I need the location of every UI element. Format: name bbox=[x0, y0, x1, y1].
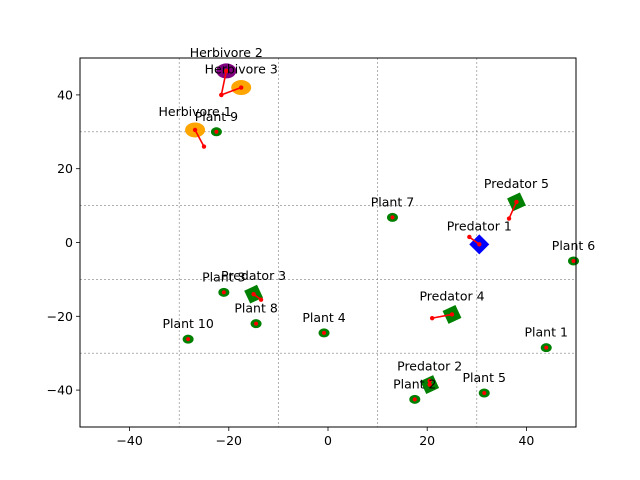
predator-3-marker bbox=[244, 284, 264, 304]
plant-7-label: Plant 7 bbox=[371, 194, 414, 209]
plant-center bbox=[221, 290, 226, 295]
plant-8-marker bbox=[250, 319, 262, 329]
plot-background bbox=[80, 58, 576, 427]
predator-1-marker bbox=[467, 234, 490, 255]
direction-end bbox=[506, 216, 512, 221]
direction-line bbox=[508, 201, 518, 219]
plant-4-marker bbox=[318, 328, 330, 338]
plant-10-marker bbox=[182, 334, 194, 344]
predator-5-marker bbox=[506, 192, 526, 221]
direction-end bbox=[201, 144, 207, 149]
direction-start bbox=[514, 199, 519, 205]
direction-line bbox=[194, 129, 205, 147]
x-tick-label: −40 bbox=[116, 433, 142, 448]
predator-4-marker bbox=[429, 305, 462, 324]
plant-2-marker bbox=[409, 394, 421, 404]
predator-1-label: Predator 1 bbox=[447, 218, 512, 233]
direction-start bbox=[251, 291, 256, 297]
plant-center bbox=[322, 330, 327, 335]
plant-center bbox=[254, 321, 259, 326]
plant-5-marker bbox=[478, 388, 490, 398]
direction-end bbox=[429, 315, 435, 321]
direction-end bbox=[467, 234, 472, 240]
direction-end bbox=[219, 92, 224, 98]
direction-start bbox=[192, 127, 198, 133]
herbivore-2-label: Herbivore 2 bbox=[190, 45, 263, 60]
plant-7-marker bbox=[386, 212, 398, 222]
y-tick-label: −40 bbox=[47, 383, 73, 398]
predator-2-marker bbox=[420, 375, 440, 394]
direction-end bbox=[258, 297, 264, 302]
predator-2-label: Predator 2 bbox=[397, 359, 462, 374]
predator-4-label: Predator 4 bbox=[419, 288, 484, 303]
direction-start bbox=[477, 242, 482, 247]
x-tick-label: 20 bbox=[419, 433, 435, 448]
plant-9-label: Plant 9 bbox=[195, 109, 238, 124]
plant-center bbox=[571, 258, 576, 263]
direction-line bbox=[220, 70, 228, 96]
x-tick-label: −20 bbox=[216, 433, 242, 448]
x-tick-label: 0 bbox=[324, 433, 332, 448]
y-tick-label: 0 bbox=[65, 235, 73, 250]
plant-3-marker bbox=[218, 287, 230, 297]
plant-3-label: Plant 3 bbox=[202, 269, 245, 284]
direction-start bbox=[427, 382, 432, 387]
herbivore-1-marker bbox=[185, 122, 207, 149]
plant-5-label: Plant 5 bbox=[463, 370, 506, 385]
plant-center bbox=[544, 345, 549, 350]
axis-ticks: −40 −20 0 20 40 −40 −20 0 20 40 bbox=[47, 87, 535, 448]
entity-labels: Plant 1 Plant 2 Plant 3 Plant 4 Plant 5 Plant… bbox=[158, 45, 595, 391]
plant-center bbox=[186, 337, 191, 342]
plant-6-label: Plant 6 bbox=[552, 238, 595, 253]
direction-line bbox=[432, 313, 453, 319]
plant-2-label: Plant 2 bbox=[393, 376, 436, 391]
plant-8-label: Plant 8 bbox=[234, 301, 277, 316]
y-tick-label: 40 bbox=[57, 87, 73, 102]
plant-9-marker bbox=[210, 127, 222, 137]
plant-10-label: Plant 10 bbox=[162, 316, 213, 331]
x-tick-label: 40 bbox=[518, 433, 534, 448]
plant-center bbox=[214, 129, 219, 134]
plant-4-label: Plant 4 bbox=[302, 310, 345, 325]
plant-center bbox=[390, 215, 395, 220]
direction-start bbox=[449, 312, 455, 317]
entities bbox=[182, 63, 580, 404]
direction-end bbox=[427, 378, 432, 384]
plant-center bbox=[412, 397, 417, 402]
y-tick-label: 20 bbox=[57, 161, 73, 176]
plant-6-marker bbox=[568, 256, 580, 266]
y-tick-label: −20 bbox=[47, 309, 73, 324]
direction-start bbox=[239, 85, 244, 90]
herbivore-3-marker bbox=[219, 80, 252, 98]
plant-center bbox=[482, 391, 487, 396]
direction-line bbox=[221, 86, 242, 96]
predator-3-label: Predator 3 bbox=[221, 268, 286, 283]
plant-1-label: Plant 1 bbox=[525, 325, 568, 340]
direction-start bbox=[224, 68, 229, 74]
herbivore-1-label: Herbivore 1 bbox=[158, 104, 231, 119]
predator-5-label: Predator 5 bbox=[484, 176, 549, 191]
plant-1-marker bbox=[540, 343, 552, 353]
herbivore-3-label: Herbivore 3 bbox=[205, 62, 278, 77]
